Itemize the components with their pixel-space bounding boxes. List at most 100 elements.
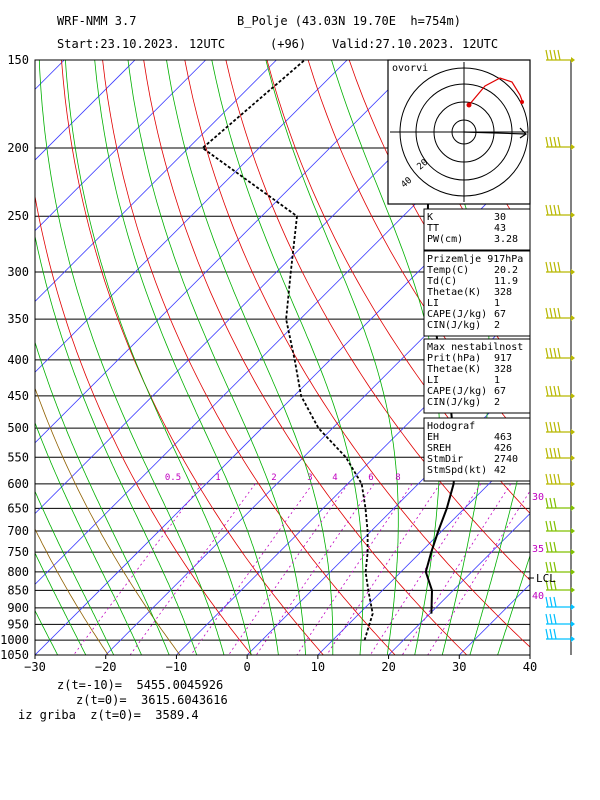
temp-tick-label-40: 40: [523, 660, 537, 674]
temp-tick-label-30: 30: [452, 660, 466, 674]
pressure-tick-label-500: 500: [7, 421, 29, 435]
index-value-1-2: 328: [494, 287, 512, 298]
index-label-3-3: StmSpd(kt): [427, 465, 487, 476]
pressure-tick-label-750: 750: [7, 545, 29, 559]
mixing-ratio-label-3: 3: [307, 473, 312, 483]
index-label-0-2: PW(cm): [427, 234, 463, 245]
wind-barb-tip: [571, 604, 575, 610]
index-label-3-2: StmDir: [427, 454, 463, 465]
index-value-2-4: 2: [494, 397, 500, 408]
moist-adiabat-line: [35, 421, 142, 655]
index-value-2-0: 917: [494, 353, 512, 364]
pressure-tick-label-200: 200: [7, 141, 29, 155]
moist-adiabat-line: [35, 490, 115, 655]
wind-barb: [545, 520, 571, 532]
mixing-ratio-line: [129, 483, 256, 655]
wind-barb-tip: [571, 57, 575, 63]
hodograph-start-dot: [466, 102, 472, 108]
dry-adiabat-line: [61, 60, 324, 655]
valid-date: Valid:27.10.2023.: [332, 37, 455, 51]
isotherm-line: [317, 442, 530, 655]
index-value-2-1: 328: [494, 364, 512, 375]
index-value-3-3: 42: [494, 465, 506, 476]
index-label-2-1: Thetae(K): [427, 364, 481, 375]
moist-adiabat-line: [35, 552, 87, 655]
moist-adiabat-line: [265, 60, 399, 655]
moist-adiabat-line: [35, 340, 170, 655]
valid-time: 12UTC: [462, 37, 499, 51]
index-box-title-1: Prizemlje 917hPa: [427, 254, 523, 265]
moist-adiabat-line: [65, 60, 252, 655]
wind-barb: [545, 307, 571, 319]
index-value-0-0: 30: [494, 212, 506, 223]
index-value-2-3: 67: [494, 386, 506, 397]
wind-barb: [545, 541, 571, 553]
pressure-tick-label-450: 450: [7, 389, 29, 403]
lead-time: (+96): [270, 37, 307, 51]
index-label-1-0: Temp(C): [427, 265, 469, 276]
moist-adiabat-line: [35, 234, 198, 655]
hodograph-end-dot: [520, 100, 524, 104]
wind-barb-tip: [571, 528, 575, 534]
index-label-1-1: Td(C): [427, 276, 457, 287]
moist-adiabat-line: [211, 60, 364, 655]
isotherm-line: [35, 60, 419, 444]
isotherm-line: [35, 60, 206, 232]
storm-motion-vector: [463, 127, 527, 139]
pressure-tick-label-1050: 1050: [0, 648, 29, 662]
index-value-2-2: 1: [494, 375, 500, 386]
index-value-1-4: 67: [494, 309, 506, 320]
lcl-label: LCL: [536, 572, 556, 585]
footer-line-3: iz griba z(t=0)= 3589.4: [18, 708, 199, 722]
index-label-2-4: CIN(J/kg): [427, 397, 481, 408]
temp-tick-label-20: 20: [381, 660, 395, 674]
temp-tick-label--20: −20: [95, 660, 117, 674]
station-name: B_Polje (43.03N 19.70E h=754m): [237, 14, 461, 28]
wind-barb: [545, 385, 571, 397]
dry-adiabat-line: [143, 60, 468, 655]
mixing-ratio-label-2: 2: [271, 473, 276, 483]
wind-barb-tip: [571, 455, 575, 461]
mixing-ratio-label-8: 8: [395, 473, 400, 483]
isotherm-line: [35, 60, 136, 161]
hodograph-title: ovorvi: [392, 63, 428, 74]
wind-barb: [545, 421, 571, 433]
moist-adiabat-line: [331, 60, 441, 655]
mixing-ratio-label-4: 4: [332, 473, 337, 483]
moist-adiabat-line: [38, 60, 225, 655]
isotherm-line: [35, 60, 277, 302]
index-value-3-0: 463: [494, 432, 512, 443]
skew-t-chart: 0.5 1 2 3 4 6 81502002503003504004505005506006…: [0, 49, 575, 674]
wind-barb: [545, 473, 571, 485]
moist-adiabat-line: [166, 60, 334, 655]
side-label-35: 35: [532, 544, 544, 555]
mixing-ratio-line: [228, 483, 349, 655]
wind-barb: [545, 49, 571, 61]
moist-adiabat-line: [497, 554, 530, 655]
temp-tick-label-10: 10: [311, 660, 325, 674]
pressure-tick-label-650: 650: [7, 501, 29, 515]
wind-barb-tip: [571, 505, 575, 511]
wind-barb: [545, 579, 571, 591]
temp-tick-label--30: −30: [24, 660, 46, 674]
index-box-0: [423, 208, 531, 251]
moist-adiabat-line: [94, 60, 279, 655]
index-label-1-3: LI: [427, 298, 439, 309]
wind-barb: [545, 204, 571, 216]
index-label-2-2: LI: [427, 375, 439, 386]
mixing-ratio-label-1: 1: [215, 473, 220, 483]
dry-adiabat-line: [35, 528, 109, 655]
pressure-tick-label-400: 400: [7, 353, 29, 367]
moist-adiabat-line: [127, 60, 306, 655]
dry-adiabat-line: [266, 60, 530, 514]
isotherm-line: [35, 159, 530, 655]
pressure-tick-label-250: 250: [7, 209, 29, 223]
dry-adiabat-line: [225, 60, 530, 581]
index-label-1-4: CAPE(J/kg): [427, 309, 487, 320]
dewpoint-profile-line: [201, 60, 374, 641]
pressure-tick-label-700: 700: [7, 524, 29, 538]
wind-barb-tip: [571, 636, 575, 642]
pressure-tick-label-950: 950: [7, 617, 29, 631]
pressure-tick-label-550: 550: [7, 450, 29, 464]
